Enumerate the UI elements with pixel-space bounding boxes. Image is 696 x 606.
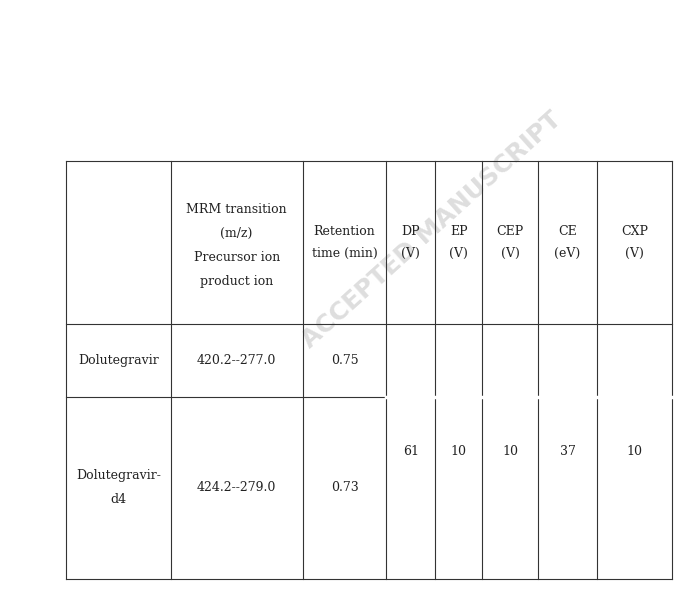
Text: (m/z): (m/z)	[221, 227, 253, 240]
Text: EP: EP	[450, 225, 468, 238]
Text: 61: 61	[403, 445, 418, 458]
Text: 0.75: 0.75	[331, 354, 358, 367]
Text: time (min): time (min)	[312, 247, 377, 260]
Text: Precursor ion: Precursor ion	[193, 251, 280, 264]
Text: CEP: CEP	[496, 225, 524, 238]
Text: 10: 10	[503, 445, 518, 458]
Text: (V): (V)	[401, 247, 420, 260]
Text: Retention: Retention	[314, 225, 375, 238]
Text: DP: DP	[402, 225, 420, 238]
Text: product ion: product ion	[200, 275, 274, 288]
Text: ACCEPTED MANUSCRIPT: ACCEPTED MANUSCRIPT	[297, 108, 566, 353]
Text: 10: 10	[626, 445, 642, 458]
Text: 424.2--279.0: 424.2--279.0	[197, 481, 276, 494]
Text: 0.73: 0.73	[331, 481, 358, 494]
Text: (V): (V)	[500, 247, 520, 260]
Text: CE: CE	[558, 225, 577, 238]
Text: Dolutegravir-: Dolutegravir-	[76, 469, 161, 482]
Text: (V): (V)	[449, 247, 468, 260]
Text: MRM transition: MRM transition	[187, 202, 287, 216]
Text: Dolutegravir: Dolutegravir	[78, 354, 159, 367]
Text: 420.2--277.0: 420.2--277.0	[197, 354, 276, 367]
Text: CXP: CXP	[621, 225, 648, 238]
Text: d4: d4	[110, 493, 127, 507]
Text: (V): (V)	[625, 247, 644, 260]
Text: 10: 10	[451, 445, 466, 458]
Text: 37: 37	[560, 445, 576, 458]
Text: (eV): (eV)	[555, 247, 580, 260]
